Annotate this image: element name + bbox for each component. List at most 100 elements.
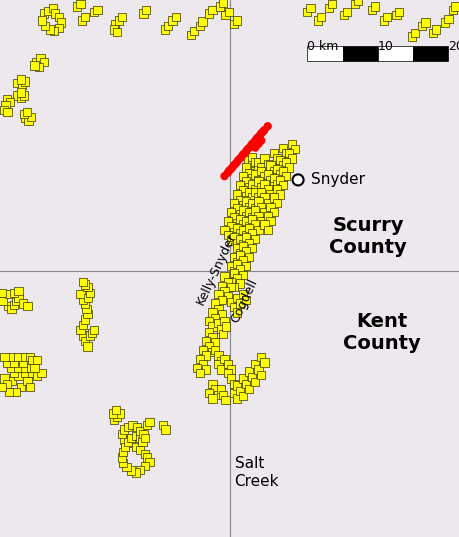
- FancyBboxPatch shape: [108, 409, 117, 418]
- FancyBboxPatch shape: [216, 365, 224, 374]
- FancyBboxPatch shape: [7, 377, 16, 386]
- FancyBboxPatch shape: [133, 423, 141, 431]
- FancyBboxPatch shape: [114, 16, 123, 25]
- FancyBboxPatch shape: [254, 197, 262, 206]
- Ellipse shape: [246, 142, 254, 150]
- FancyBboxPatch shape: [208, 394, 216, 403]
- FancyBboxPatch shape: [23, 302, 32, 310]
- FancyBboxPatch shape: [306, 4, 314, 12]
- FancyBboxPatch shape: [28, 355, 36, 364]
- FancyBboxPatch shape: [254, 193, 262, 202]
- FancyBboxPatch shape: [238, 226, 246, 234]
- FancyBboxPatch shape: [73, 2, 81, 11]
- FancyBboxPatch shape: [247, 174, 256, 183]
- FancyBboxPatch shape: [83, 342, 91, 351]
- FancyBboxPatch shape: [226, 236, 235, 245]
- FancyBboxPatch shape: [417, 21, 425, 30]
- Ellipse shape: [243, 145, 251, 154]
- Ellipse shape: [247, 140, 256, 148]
- FancyBboxPatch shape: [168, 16, 176, 25]
- FancyBboxPatch shape: [272, 199, 280, 207]
- FancyBboxPatch shape: [241, 295, 250, 304]
- FancyBboxPatch shape: [196, 354, 204, 363]
- FancyBboxPatch shape: [269, 208, 277, 216]
- FancyBboxPatch shape: [205, 389, 213, 397]
- Text: 10: 10: [376, 40, 392, 53]
- FancyBboxPatch shape: [238, 172, 246, 180]
- FancyBboxPatch shape: [238, 242, 246, 250]
- FancyBboxPatch shape: [269, 193, 277, 202]
- FancyBboxPatch shape: [123, 437, 132, 446]
- Text: 0 km: 0 km: [307, 40, 338, 53]
- FancyBboxPatch shape: [214, 304, 222, 313]
- FancyBboxPatch shape: [235, 235, 244, 243]
- FancyBboxPatch shape: [14, 364, 22, 372]
- FancyBboxPatch shape: [131, 442, 140, 451]
- FancyBboxPatch shape: [140, 462, 149, 470]
- FancyBboxPatch shape: [238, 235, 246, 243]
- FancyBboxPatch shape: [208, 322, 216, 331]
- Ellipse shape: [257, 136, 265, 145]
- FancyBboxPatch shape: [235, 215, 244, 223]
- FancyBboxPatch shape: [235, 279, 244, 288]
- FancyBboxPatch shape: [443, 14, 452, 23]
- FancyBboxPatch shape: [208, 308, 216, 317]
- FancyBboxPatch shape: [272, 185, 280, 193]
- FancyBboxPatch shape: [224, 8, 233, 16]
- FancyBboxPatch shape: [30, 364, 39, 372]
- Ellipse shape: [245, 143, 253, 152]
- FancyBboxPatch shape: [247, 208, 256, 216]
- FancyBboxPatch shape: [159, 421, 167, 430]
- FancyBboxPatch shape: [131, 468, 140, 477]
- FancyBboxPatch shape: [123, 423, 132, 431]
- FancyBboxPatch shape: [14, 287, 22, 295]
- FancyBboxPatch shape: [238, 255, 246, 263]
- FancyBboxPatch shape: [21, 364, 29, 372]
- FancyBboxPatch shape: [241, 212, 250, 220]
- FancyBboxPatch shape: [111, 20, 119, 28]
- FancyBboxPatch shape: [226, 365, 235, 374]
- FancyBboxPatch shape: [235, 387, 244, 395]
- FancyBboxPatch shape: [21, 77, 29, 86]
- FancyBboxPatch shape: [431, 25, 439, 34]
- FancyBboxPatch shape: [254, 190, 262, 199]
- Text: Kent
County: Kent County: [342, 313, 420, 353]
- FancyBboxPatch shape: [76, 290, 84, 299]
- FancyBboxPatch shape: [257, 188, 265, 197]
- FancyBboxPatch shape: [7, 364, 16, 372]
- FancyBboxPatch shape: [245, 202, 253, 211]
- FancyBboxPatch shape: [30, 61, 39, 70]
- FancyBboxPatch shape: [208, 347, 216, 356]
- FancyBboxPatch shape: [128, 421, 136, 430]
- FancyBboxPatch shape: [238, 374, 246, 383]
- FancyBboxPatch shape: [350, 0, 358, 9]
- FancyBboxPatch shape: [214, 351, 222, 360]
- FancyBboxPatch shape: [229, 267, 237, 275]
- FancyBboxPatch shape: [223, 369, 231, 378]
- FancyBboxPatch shape: [18, 81, 26, 89]
- FancyBboxPatch shape: [353, 0, 361, 5]
- FancyBboxPatch shape: [127, 433, 135, 442]
- FancyBboxPatch shape: [245, 367, 253, 376]
- FancyBboxPatch shape: [235, 209, 244, 218]
- FancyBboxPatch shape: [254, 176, 262, 184]
- FancyBboxPatch shape: [78, 321, 87, 329]
- Text: Kelly-Snyder: Kelly-Snyder: [193, 230, 238, 307]
- FancyBboxPatch shape: [3, 95, 11, 104]
- FancyBboxPatch shape: [392, 11, 400, 19]
- Ellipse shape: [234, 156, 242, 164]
- FancyBboxPatch shape: [33, 372, 41, 380]
- FancyBboxPatch shape: [257, 181, 265, 190]
- FancyBboxPatch shape: [85, 288, 94, 297]
- FancyBboxPatch shape: [241, 192, 250, 200]
- FancyBboxPatch shape: [41, 21, 49, 30]
- FancyBboxPatch shape: [235, 181, 244, 190]
- FancyBboxPatch shape: [284, 149, 292, 157]
- FancyBboxPatch shape: [0, 288, 6, 297]
- FancyBboxPatch shape: [232, 260, 241, 268]
- FancyBboxPatch shape: [143, 421, 151, 430]
- FancyBboxPatch shape: [171, 13, 179, 21]
- FancyBboxPatch shape: [208, 333, 216, 342]
- FancyBboxPatch shape: [3, 358, 11, 367]
- FancyBboxPatch shape: [266, 190, 274, 199]
